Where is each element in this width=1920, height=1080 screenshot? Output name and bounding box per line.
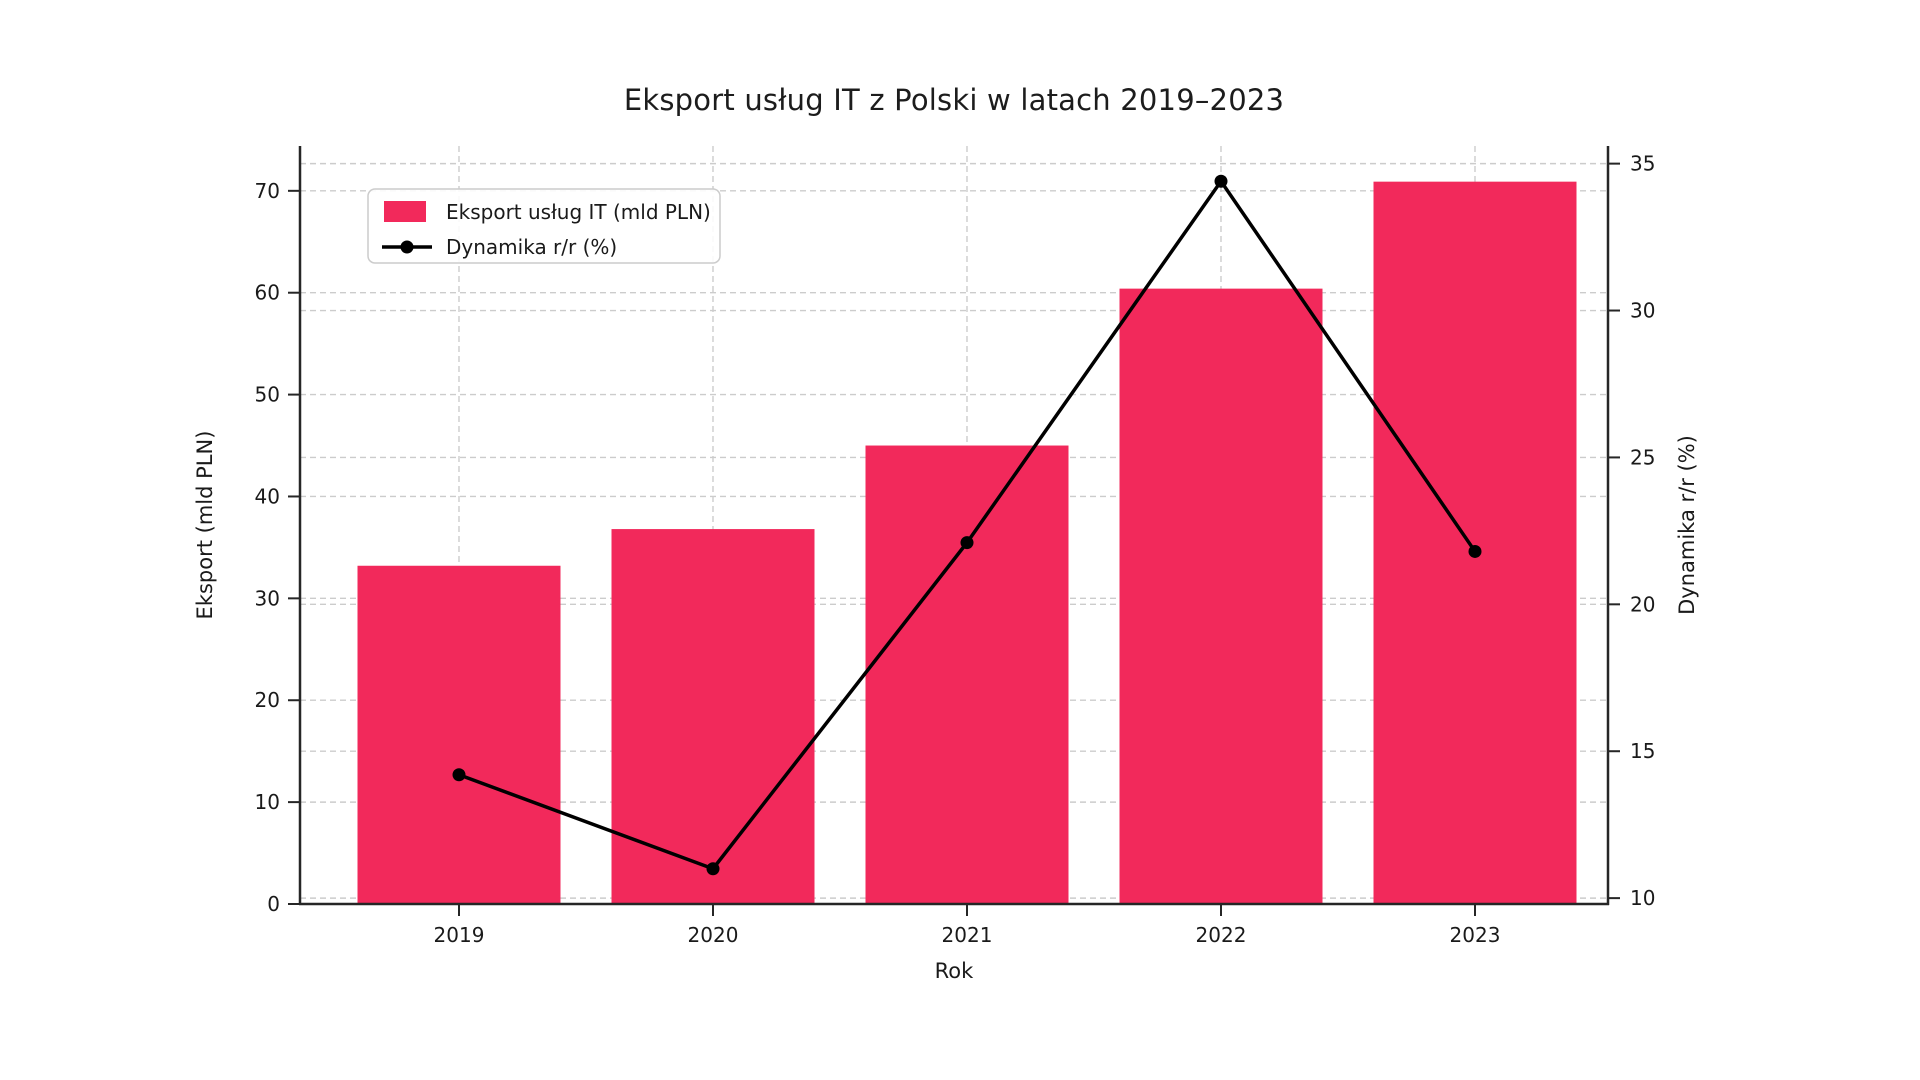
right-y-axis-label: Dynamika r/r (%) — [1675, 435, 1699, 615]
x-axis-label: Rok — [935, 959, 974, 983]
legend-swatch-bar — [384, 201, 426, 222]
bar-2021 — [865, 445, 1069, 904]
bar-2020 — [611, 529, 815, 904]
legend-label-line: Dynamika r/r (%) — [446, 235, 617, 259]
left-tick-label-70: 70 — [255, 179, 280, 203]
legend-marker-sample — [400, 240, 414, 254]
legend-label-bar: Eksport usług IT (mld PLN) — [446, 200, 711, 224]
marker-2019 — [452, 768, 466, 782]
right-tick-label-15: 15 — [1630, 739, 1655, 763]
left-tick-label-40: 40 — [255, 484, 280, 508]
right-tick-label-25: 25 — [1630, 445, 1655, 469]
right-tick-label-30: 30 — [1630, 299, 1655, 323]
bar-2019 — [357, 565, 561, 904]
x-tick-label-2020: 2020 — [688, 923, 739, 947]
left-tick-label-20: 20 — [255, 688, 280, 712]
x-tick-label-2022: 2022 — [1196, 923, 1247, 947]
left-tick-label-30: 30 — [255, 586, 280, 610]
x-tick-label-2019: 2019 — [434, 923, 485, 947]
right-tick-label-10: 10 — [1630, 886, 1655, 910]
left-tick-label-10: 10 — [255, 790, 280, 814]
left-tick-label-50: 50 — [255, 383, 280, 407]
left-y-axis-label: Eksport (mld PLN) — [193, 431, 217, 620]
left-tick-label-60: 60 — [255, 281, 280, 305]
marker-2021 — [960, 536, 974, 550]
bar-2022 — [1119, 288, 1323, 904]
marker-2022 — [1214, 174, 1228, 188]
chart-title: Eksport usług IT z Polski w latach 2019–… — [623, 83, 1285, 117]
bar-2023 — [1373, 181, 1577, 905]
left-tick-label-0: 0 — [267, 892, 280, 916]
x-tick-label-2021: 2021 — [942, 923, 993, 947]
legend — [367, 188, 721, 264]
marker-2020 — [706, 862, 720, 876]
x-tick-label-2023: 2023 — [1450, 923, 1501, 947]
right-tick-label-35: 35 — [1630, 152, 1655, 176]
marker-2023 — [1468, 544, 1482, 558]
right-tick-label-20: 20 — [1630, 592, 1655, 616]
